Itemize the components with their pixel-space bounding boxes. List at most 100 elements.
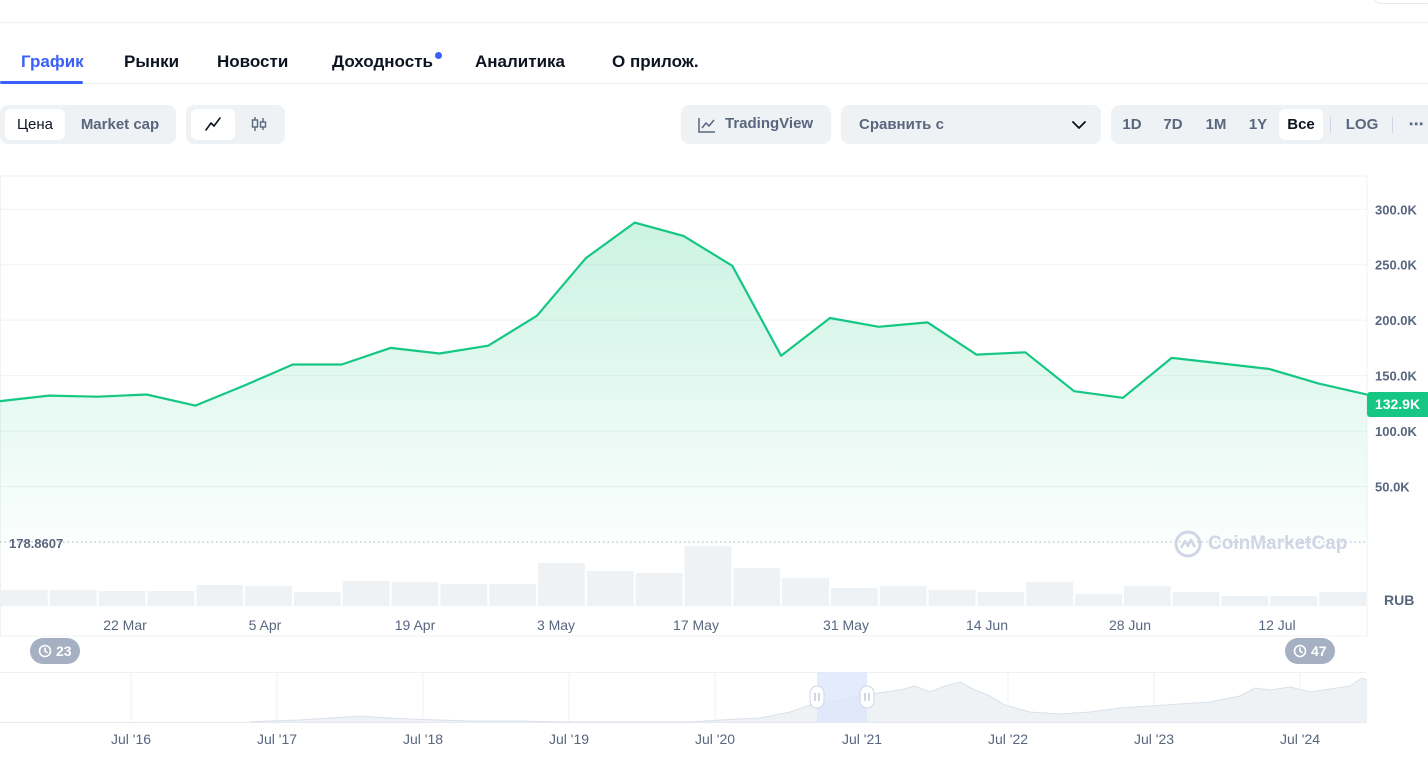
- y-tick-label: 300.0K: [1375, 202, 1418, 217]
- tradingview-button[interactable]: TradingView: [681, 105, 831, 144]
- tradingview-label: TradingView: [725, 115, 814, 132]
- navigator-tick-label: Jul '19: [549, 731, 589, 747]
- navigator-tick-label: Jul '24: [1280, 731, 1320, 747]
- volume-bar: [245, 586, 292, 606]
- volume-bar: [1319, 592, 1366, 606]
- volume-bar: [1172, 592, 1220, 606]
- navigator-handle-right[interactable]: [859, 685, 875, 709]
- line-chart-button[interactable]: [191, 109, 235, 140]
- x-tick-label: 5 Apr: [249, 617, 282, 633]
- x-tick-label: 14 Jun: [966, 617, 1008, 633]
- volume-bar: [684, 546, 732, 606]
- history-badge-left[interactable]: 23: [30, 638, 80, 664]
- volume-bar: [538, 563, 585, 606]
- volume-bar: [1123, 586, 1171, 606]
- x-tick-label: 3 May: [537, 617, 575, 633]
- history-icon: [38, 644, 52, 658]
- volume-bar: [196, 585, 244, 606]
- price-line: [0, 221, 1368, 407]
- range-selector: 1D 7D 1M 1Y Все LOG ⋯: [1111, 105, 1428, 144]
- navigator-tick-label: Jul '22: [988, 731, 1028, 747]
- base-value-label: 178.8607: [9, 536, 64, 551]
- navigator-area: [0, 678, 1367, 722]
- volume-bar: [293, 592, 341, 606]
- range-1d-button[interactable]: 1D: [1122, 116, 1142, 133]
- history-count-left: 23: [56, 643, 72, 659]
- x-tick-label: 12 Jul: [1258, 617, 1295, 633]
- history-icon: [1293, 644, 1307, 658]
- volume-bar: [440, 584, 488, 606]
- volume-bar: [342, 581, 390, 606]
- volume-bar: [391, 582, 439, 606]
- volume-bar: [782, 578, 829, 606]
- x-tick-label: 31 May: [823, 617, 869, 633]
- currency-label: RUB: [1384, 592, 1415, 608]
- volume-bar: [1026, 582, 1074, 606]
- volume-bar: [489, 584, 537, 606]
- navigator-selection[interactable]: [817, 672, 867, 722]
- history-count-right: 47: [1311, 643, 1327, 659]
- range-1y-button[interactable]: 1Y: [1248, 116, 1268, 133]
- current-price-tag: 132.9K: [1367, 392, 1428, 417]
- history-badge-right[interactable]: 47: [1285, 638, 1335, 664]
- range-1m-button[interactable]: 1M: [1205, 116, 1227, 133]
- y-tick-label: 150.0K: [1375, 369, 1418, 384]
- x-tick-label: 17 May: [673, 617, 719, 633]
- coinmarketcap-logo-icon: [1174, 530, 1202, 558]
- volume-bar: [830, 588, 878, 606]
- volume-bar: [1221, 596, 1269, 606]
- range-7d-button[interactable]: 7D: [1163, 116, 1183, 133]
- range-all-button[interactable]: Все: [1279, 109, 1323, 140]
- volume-bar: [1075, 594, 1122, 606]
- market-cap-button[interactable]: Market cap: [80, 116, 160, 133]
- y-tick-label: 50.0K: [1375, 480, 1410, 495]
- volume-bar: [147, 591, 195, 606]
- chart-type-toggle: [186, 105, 285, 144]
- more-options-button[interactable]: ⋯: [1408, 116, 1424, 133]
- volume-bar: [977, 592, 1025, 606]
- navigator-tick-label: Jul '21: [842, 731, 882, 747]
- x-tick-label: 28 Jun: [1109, 617, 1151, 633]
- tab-news[interactable]: Новости: [217, 52, 289, 71]
- volume-bar: [879, 586, 927, 606]
- x-tick-label: 22 Mar: [103, 617, 147, 633]
- tab-chart[interactable]: График: [21, 52, 84, 71]
- volume-bar: [586, 571, 634, 606]
- chart-area-icon: [698, 118, 715, 133]
- y-tick-label: 250.0K: [1375, 258, 1418, 273]
- price-area: [0, 222, 1367, 542]
- corner-button[interactable]: [1374, 0, 1428, 4]
- watermark: CoinMarketCap: [1174, 530, 1347, 558]
- navigator-tick-label: Jul '18: [403, 731, 443, 747]
- volume-bar: [733, 568, 781, 606]
- tab-analytics[interactable]: Аналитика: [475, 52, 565, 71]
- active-tab-indicator: [0, 81, 83, 84]
- range-navigator[interactable]: Jul '16 Jul '17 Jul '18 Jul '19 Jul '20 Jul '…: [0, 672, 1428, 757]
- navigator-tick-label: Jul '23: [1134, 731, 1174, 747]
- tab-markets[interactable]: Рынки: [124, 52, 180, 71]
- volume-bar: [928, 590, 976, 606]
- price-chart[interactable]: 50.0K 100.0K 150.0K 200.0K 250.0K 300.0K 22 M…: [0, 170, 1428, 640]
- volume-bar: [1270, 596, 1318, 606]
- compare-select[interactable]: Сравнить с: [841, 105, 1101, 144]
- volume-bar: [635, 573, 683, 606]
- price-button[interactable]: Цена: [5, 109, 65, 140]
- y-tick-label: 100.0K: [1375, 424, 1418, 439]
- volume-bar: [1, 590, 48, 606]
- volume-bar: [49, 590, 97, 606]
- range-divider: [1330, 117, 1331, 133]
- x-tick-label: 19 Apr: [395, 617, 436, 633]
- navigator-tick-label: Jul '16: [111, 731, 151, 747]
- tab-bar: График Рынки Новости Доходность Аналитик…: [0, 44, 1428, 84]
- tab-yield[interactable]: Доходность: [332, 52, 433, 71]
- line-chart-icon: [205, 117, 221, 131]
- tab-about[interactable]: О прилож.: [612, 52, 699, 71]
- navigator-tick-label: Jul '17: [257, 731, 297, 747]
- volume-bar: [98, 591, 146, 606]
- y-tick-label: 200.0K: [1375, 313, 1418, 328]
- log-scale-button[interactable]: LOG: [1345, 116, 1379, 133]
- new-indicator-dot: [435, 52, 442, 59]
- navigator-handle-left[interactable]: [809, 685, 825, 709]
- top-divider: [0, 22, 1428, 23]
- candlestick-button[interactable]: [237, 109, 281, 140]
